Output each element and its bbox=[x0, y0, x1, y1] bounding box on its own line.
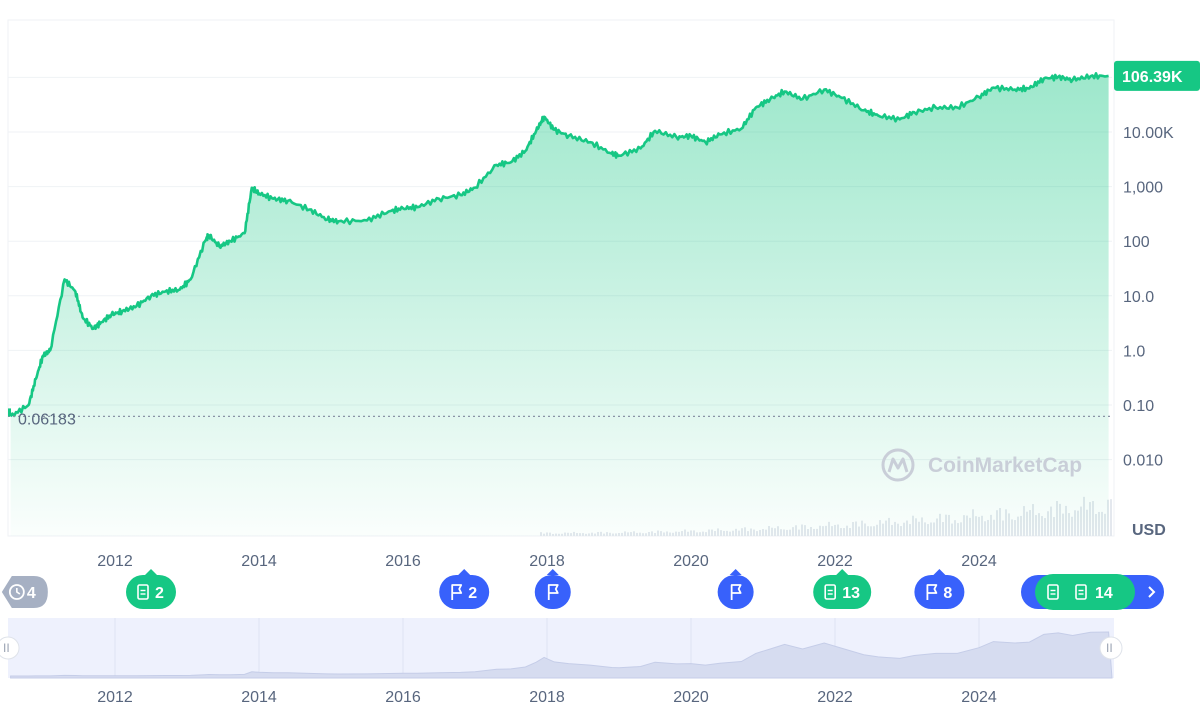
current-price-badge bbox=[1114, 60, 1200, 91]
navigator-left-handle[interactable]: II bbox=[0, 636, 20, 660]
x-tick-label: 2012 bbox=[97, 553, 133, 570]
currency-label: USD bbox=[1132, 522, 1166, 539]
y-tick-label: 10.0 bbox=[1123, 289, 1154, 306]
start-price-label: 0.06183 bbox=[18, 411, 76, 428]
x-tick-label: 2018 bbox=[529, 553, 565, 570]
navigator-x-tick-label: 2016 bbox=[385, 689, 421, 706]
navigator-x-tick-label: 2022 bbox=[817, 689, 853, 706]
svg-text:II: II bbox=[3, 641, 10, 655]
y-axis-labels: 0.010 0.10 1.0 10.0 100 1,000 10.00K bbox=[1123, 125, 1174, 470]
event-count: 8 bbox=[943, 585, 952, 602]
event-count: 2 bbox=[468, 585, 477, 602]
event-marker-flag[interactable]: 2 bbox=[439, 569, 490, 609]
navigator-x-tick-label: 2024 bbox=[961, 689, 997, 706]
navigator-x-tick-label: 2014 bbox=[241, 689, 277, 706]
brand-name: CoinMarketCap bbox=[928, 454, 1082, 477]
navigator-x-tick-label: 2018 bbox=[529, 689, 565, 706]
time-navigator[interactable]: II II bbox=[0, 618, 1123, 679]
x-tick-label: 2016 bbox=[385, 553, 421, 570]
event-count: 4 bbox=[27, 585, 36, 602]
event-marker-news[interactable]: 2 bbox=[126, 569, 176, 609]
event-count: 14 bbox=[1095, 585, 1113, 602]
event-count: 2 bbox=[155, 585, 164, 602]
x-axis-labels: 2012 2014 2016 2018 2020 2022 2024 bbox=[97, 553, 997, 570]
event-marker-history[interactable]: 4 bbox=[1, 576, 48, 608]
y-tick-label: 0.010 bbox=[1123, 453, 1163, 470]
y-tick-label: 1.0 bbox=[1123, 343, 1145, 360]
x-tick-label: 2014 bbox=[241, 553, 277, 570]
x-tick-label: 2024 bbox=[961, 553, 997, 570]
y-tick-label: 1,000 bbox=[1123, 180, 1163, 197]
x-tick-label: 2022 bbox=[817, 553, 853, 570]
x-tick-label: 2020 bbox=[673, 553, 709, 570]
event-count: 13 bbox=[842, 585, 860, 602]
price-area bbox=[10, 73, 1109, 537]
event-marker-flag[interactable] bbox=[534, 569, 571, 609]
event-marker-news[interactable]: 13 bbox=[813, 569, 872, 609]
volume-bar bbox=[1110, 499, 1112, 536]
event-marker-flag[interactable]: 8 bbox=[914, 569, 965, 609]
price-line bbox=[9, 72, 1109, 418]
y-tick-label: 100 bbox=[1123, 234, 1150, 251]
event-marker-news-group[interactable]: 14 bbox=[1021, 574, 1164, 610]
svg-text:II: II bbox=[1106, 641, 1113, 655]
current-price-label: 106.39K bbox=[1122, 69, 1183, 86]
event-marker-flag[interactable] bbox=[717, 569, 754, 609]
navigator-right-handle[interactable]: II bbox=[1099, 636, 1123, 660]
start-price-marker bbox=[8, 408, 11, 417]
navigator-x-tick-label: 2020 bbox=[673, 689, 709, 706]
y-tick-label: 0.10 bbox=[1123, 398, 1154, 415]
navigator-x-axis-labels: 2012 2014 2016 2018 2020 2022 2024 bbox=[97, 689, 997, 706]
navigator-x-tick-label: 2012 bbox=[97, 689, 133, 706]
y-tick-label: 10.00K bbox=[1123, 125, 1174, 142]
navigator-area bbox=[10, 631, 1113, 679]
event-markers: 4 2 2 13 8 14 bbox=[1, 569, 1164, 610]
chevron-right-icon bbox=[1148, 586, 1156, 598]
coinmarketcap-logo: CoinMarketCap bbox=[881, 448, 1082, 482]
